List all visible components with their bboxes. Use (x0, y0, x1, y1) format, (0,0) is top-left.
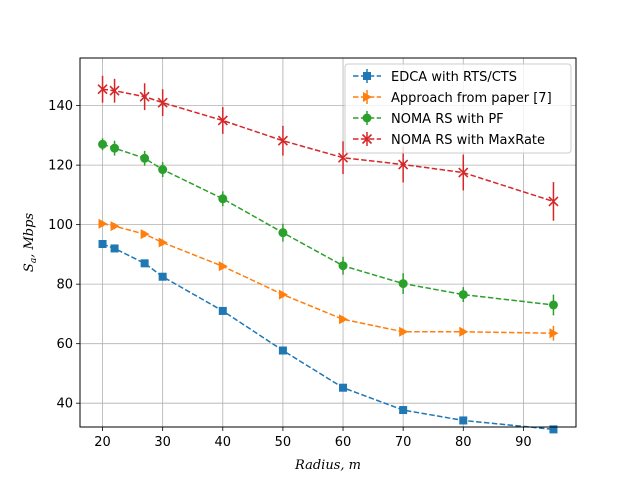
data-point-1-3 (158, 237, 168, 248)
data-point-3-4 (217, 115, 228, 126)
legend-marker-3 (361, 133, 373, 145)
series-line-3 (102, 88, 554, 203)
data-point-3-5 (277, 135, 288, 146)
data-point-0-2 (140, 259, 149, 268)
data-point-1-5 (278, 289, 288, 300)
series-line-0 (102, 243, 554, 431)
data-point-3-0 (97, 84, 108, 95)
plot-series (97, 75, 559, 434)
legend-label-2: NOMA RS with PF (391, 112, 504, 127)
data-point-1-1 (110, 221, 120, 232)
legend-label-0: EDCA with RTS/CTS (391, 70, 517, 85)
series-line-2 (102, 143, 554, 306)
y-tick-label-0: 40 (56, 397, 73, 412)
data-point-2-3 (158, 165, 168, 175)
legend-box (344, 63, 572, 154)
y-tick-label-5: 140 (48, 99, 73, 114)
data-point-2-4 (218, 194, 228, 204)
data-point-2-6 (338, 261, 348, 271)
y-axis-label-main: S (22, 263, 37, 272)
legend: EDCA with RTS/CTS Approach from paper [7… (344, 63, 572, 154)
data-point-2-0 (98, 139, 108, 149)
data-point-0-4 (218, 306, 227, 315)
data-point-0-0 (98, 239, 107, 248)
x-tick-label-0: 20 (94, 435, 111, 450)
data-point-0-7 (399, 406, 408, 415)
data-point-2-2 (140, 153, 150, 163)
data-point-1-9 (549, 328, 559, 339)
plot-frame (79, 57, 577, 428)
legend-marker-2 (362, 113, 372, 123)
legend-marker-1 (363, 92, 372, 102)
data-point-0-6 (339, 383, 348, 392)
data-point-1-8 (459, 326, 469, 337)
y-tick-label-4: 120 (48, 159, 73, 174)
data-point-2-1 (110, 143, 120, 153)
y-axis-label-rest: , Mbps (22, 213, 37, 258)
x-tick-label-7: 90 (515, 435, 532, 450)
data-point-1-7 (399, 326, 409, 337)
data-point-0-9 (549, 425, 558, 434)
data-point-0-5 (278, 346, 287, 355)
y-axis-label-sub: a (29, 258, 39, 263)
data-point-3-8 (458, 167, 469, 178)
data-point-1-4 (218, 261, 228, 272)
data-point-3-9 (548, 196, 559, 207)
x-tick-label-4: 60 (335, 435, 352, 450)
data-point-0-8 (459, 416, 468, 425)
data-point-3-3 (157, 97, 168, 108)
data-point-2-7 (398, 279, 408, 289)
data-point-1-6 (339, 314, 349, 325)
data-point-2-5 (278, 228, 288, 238)
data-point-3-7 (398, 159, 409, 170)
data-point-3-1 (109, 85, 120, 96)
data-point-2-8 (458, 290, 468, 300)
x-tick-label-3: 50 (275, 435, 292, 450)
y-axis-label: Sa, Mbps (22, 213, 39, 273)
x-tick-label-5: 70 (395, 435, 412, 450)
data-point-3-2 (139, 91, 150, 102)
data-point-1-0 (98, 218, 108, 229)
legend-keys (353, 69, 381, 146)
legend-label-1: Approach from paper [7] (391, 91, 552, 106)
series-line-1 (102, 223, 554, 335)
axis-ticks: 20 30 40 50 60 70 80 90 40 60 80 100 120 140 (48, 99, 531, 450)
x-axis-label: Radius, m (294, 458, 361, 473)
legend-marker-0 (363, 72, 371, 80)
data-point-0-3 (158, 272, 167, 281)
y-tick-label-1: 60 (56, 337, 73, 352)
y-tick-label-3: 100 (48, 218, 73, 233)
data-point-0-1 (110, 244, 119, 253)
data-point-1-2 (140, 229, 150, 240)
y-tick-label-2: 80 (56, 278, 73, 293)
data-point-3-6 (337, 152, 349, 163)
legend-label-3: NOMA RS with MaxRate (391, 133, 545, 148)
x-tick-label-6: 80 (455, 435, 472, 450)
data-point-2-9 (548, 300, 558, 310)
x-tick-label-2: 40 (215, 435, 232, 450)
x-tick-label-1: 30 (154, 435, 171, 450)
